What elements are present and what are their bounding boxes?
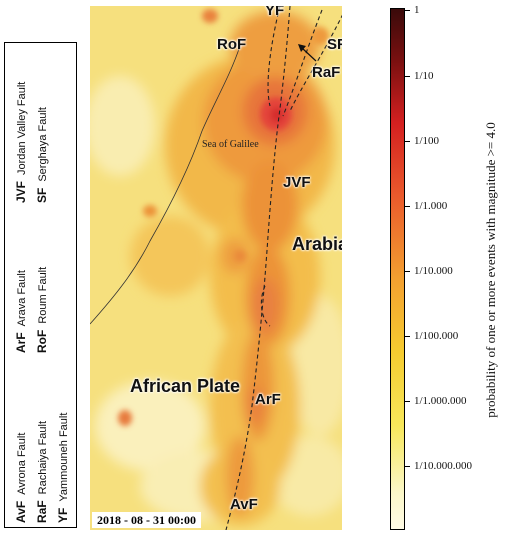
colorbar-tick-label: 1/100 [414, 135, 440, 147]
fault-legend: AvFAvrona Fault ArFArava Fault JVFJordan… [4, 42, 77, 528]
legend-row-3: YFYammouneh Fault [51, 43, 75, 529]
colorbar-tick [405, 466, 410, 467]
coastline [90, 45, 241, 325]
label-jvf: JVF [283, 174, 311, 191]
colorbar-tick [405, 76, 410, 77]
colorbar-tick [405, 141, 410, 142]
label-rof: RoF [217, 36, 247, 53]
probability-colorbar [390, 8, 405, 530]
label-arf: ArF [255, 391, 281, 408]
legend-item-yf: YFYammouneh Fault [56, 412, 70, 523]
raf-arrowhead [298, 44, 306, 52]
colorbar-tick-label: 1 [414, 4, 420, 16]
colorbar-tick-label: 1/1.000.000 [414, 395, 467, 407]
colorbar-tick-label: 1/10.000.000 [414, 460, 473, 472]
probability-map: YF RoF SF RaF Sea of Galilee JVF Arabian… [90, 6, 342, 530]
colorbar-tick [405, 271, 410, 272]
label-raf: RaF [312, 64, 341, 81]
label-sf: SF [327, 36, 342, 53]
label-avf: AvF [230, 496, 258, 513]
colorbar-tick-label: 1/1.000 [414, 200, 448, 212]
timestamp: 2018 - 08 - 31 00:00 [92, 512, 201, 528]
map-canvas [90, 6, 342, 530]
colorbar-tick [405, 401, 410, 402]
label-african-plate: African Plate [130, 376, 241, 396]
label-sea-of-galilee: Sea of Galilee [202, 139, 259, 150]
colorbar-tick [405, 336, 410, 337]
raf-arrow [301, 47, 317, 62]
fault-traces [225, 6, 342, 530]
colorbar-tick-label: 1/10 [414, 70, 434, 82]
probability-hotspots [118, 9, 329, 426]
colorbar-tick [405, 206, 410, 207]
label-arabian-plate: Arabian Plate [292, 234, 342, 254]
probability-field [90, 11, 342, 526]
colorbar-title: probability of one or more events with m… [483, 122, 498, 418]
colorbar-tick [405, 10, 410, 11]
colorbar-title-wrap: probability of one or more events with m… [480, 10, 502, 530]
colorbar-tick-label: 1/100.000 [414, 330, 459, 342]
colorbar-tick-label: 1/10.000 [414, 265, 453, 277]
label-yf: YF [265, 6, 285, 19]
